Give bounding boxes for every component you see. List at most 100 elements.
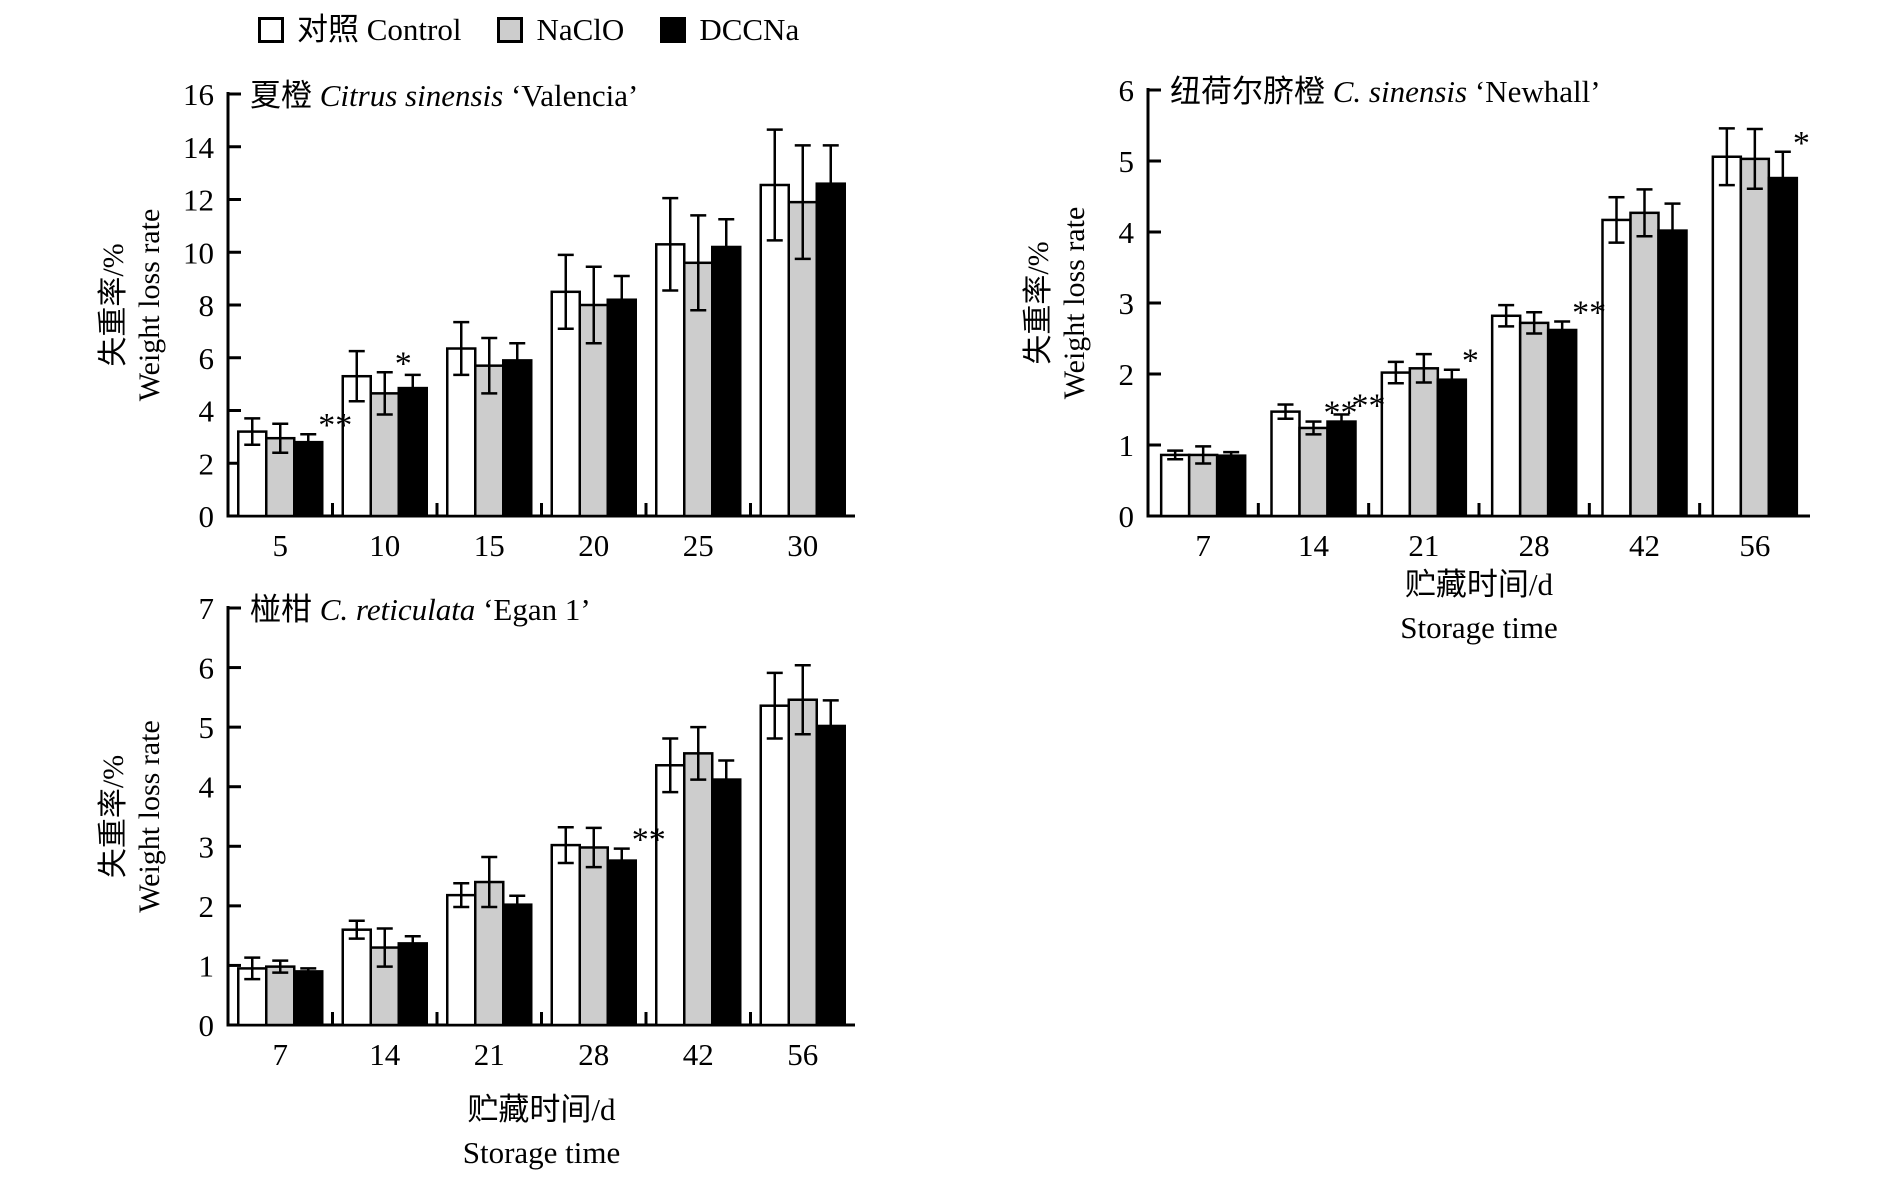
chart-title: 纽荷尔脐橙 C. sinensis ‘Newhall’ — [1170, 74, 1601, 109]
x-tick-label: 14 — [1298, 528, 1330, 563]
x-tick-label: 7 — [1195, 528, 1211, 563]
y-tick-label: 4 — [199, 770, 215, 805]
x-tick-label: 42 — [1629, 528, 1660, 563]
bar-dccna-7 — [1215, 454, 1247, 518]
bar-naclo-42 — [1629, 211, 1660, 518]
bar-dccna-56 — [815, 724, 846, 1027]
legend: 对照 Control NaClO DCCNa — [258, 14, 799, 45]
dccna-swatch-icon — [660, 16, 687, 43]
y-axis-label-zh: 失重率/% — [1022, 241, 1055, 364]
legend-label-control: 对照 Control — [297, 12, 462, 47]
bar-control-21 — [446, 893, 477, 1027]
bar-naclo-56 — [787, 698, 818, 1027]
bar-control-42 — [1601, 218, 1632, 518]
bar-dccna-20 — [606, 298, 637, 518]
y-tick-label: 2 — [199, 889, 215, 924]
bar-naclo-14 — [1298, 426, 1329, 518]
bar-naclo-21 — [1408, 367, 1440, 518]
y-axis-label-zh: 失重率/% — [97, 243, 130, 366]
y-tick-label: 0 — [199, 499, 215, 534]
bar-dccna-14 — [397, 942, 428, 1027]
significance-mark: ** — [632, 822, 666, 859]
x-tick-label: 21 — [1408, 528, 1439, 563]
y-tick-label: 2 — [199, 446, 215, 481]
y-tick-label: 6 — [199, 341, 215, 376]
x-caption-zh: 贮藏时间/d — [467, 1092, 616, 1127]
bar-control-56 — [1711, 155, 1743, 518]
chart-title: 椪柑 C. reticulata ‘Egan 1’ — [250, 592, 591, 627]
y-tick-label: 4 — [1119, 215, 1135, 250]
x-tick-label: 56 — [787, 1037, 818, 1072]
bar-control-42 — [655, 764, 686, 1027]
legend-item-dccna: DCCNa — [660, 14, 799, 45]
bar-naclo-28 — [1518, 321, 1550, 518]
bar-dccna-15 — [502, 359, 533, 518]
bar-dccna-7 — [293, 970, 324, 1027]
y-tick-label: 1 — [1119, 428, 1135, 463]
y-axis-label: 失重率/% Weight loss rate — [1022, 207, 1091, 400]
y-tick-label: 0 — [199, 1008, 215, 1043]
bar-dccna-56 — [1767, 176, 1799, 518]
x-tick-label: 30 — [787, 528, 818, 563]
y-axis-label: 失重率/% Weight loss rate — [97, 209, 166, 402]
legend-label-dccna: DCCNa — [699, 12, 800, 47]
x-tick-label: 15 — [474, 528, 505, 563]
significance-mark: * — [395, 345, 412, 382]
bar-dccna-10 — [397, 386, 428, 518]
bar-naclo-42 — [683, 752, 714, 1027]
y-tick-label: 8 — [199, 288, 215, 323]
bar-naclo-28 — [578, 846, 609, 1027]
y-tick-label: 0 — [1119, 499, 1135, 534]
y-tick-label: 5 — [1119, 144, 1135, 179]
bar-control-56 — [759, 704, 790, 1027]
significance-mark: ** — [1352, 387, 1386, 424]
y-axis-label-zh: 失重率/% — [97, 755, 130, 878]
significance-mark: ** — [1572, 294, 1606, 331]
chart-title: 夏橙 Citrus sinensis ‘Valencia’ — [250, 78, 638, 113]
x-tick-label: 20 — [578, 528, 609, 563]
x-tick-label: 14 — [369, 1037, 401, 1072]
bar-control-28 — [1490, 314, 1522, 518]
y-tick-label: 7 — [199, 591, 215, 626]
y-tick-label: 3 — [199, 829, 215, 864]
y-axis-label: 失重率/% Weight loss rate — [97, 720, 166, 913]
x-tick-label: 42 — [683, 1037, 714, 1072]
bar-control-14 — [341, 928, 372, 1027]
x-caption-zh: 贮藏时间/d — [1405, 567, 1554, 602]
bar-dccna-14 — [1326, 420, 1357, 518]
significance-mark: ** — [1324, 395, 1358, 432]
bar-dccna-42 — [711, 778, 742, 1027]
bar-dccna-28 — [1546, 328, 1578, 518]
x-tick-label: 5 — [273, 528, 289, 563]
y-axis-label-en: Weight loss rate — [1058, 207, 1091, 400]
control-swatch-icon — [258, 16, 284, 43]
bar-control-28 — [550, 843, 581, 1027]
x-caption-en: Storage time — [463, 1135, 621, 1170]
y-tick-label: 6 — [199, 651, 215, 686]
legend-item-naclo: NaClO — [497, 14, 624, 45]
y-tick-label: 5 — [199, 710, 215, 745]
significance-mark: * — [1793, 125, 1810, 162]
y-tick-label: 3 — [1119, 286, 1135, 321]
bar-dccna-21 — [1436, 378, 1468, 518]
x-tick-label: 21 — [474, 1037, 505, 1072]
legend-label-naclo: NaClO — [536, 12, 625, 47]
naclo-swatch-icon — [497, 16, 524, 43]
y-tick-label: 10 — [183, 235, 214, 270]
legend-item-control: 对照 Control — [258, 14, 461, 45]
bar-control-14 — [1270, 410, 1301, 518]
significance-mark: * — [1462, 343, 1479, 380]
bar-naclo-21 — [474, 880, 505, 1027]
bar-dccna-42 — [1657, 229, 1688, 518]
bar-dccna-30 — [815, 182, 846, 518]
bar-dccna-28 — [606, 859, 637, 1027]
bar-dccna-25 — [711, 245, 742, 518]
y-axis-label-en: Weight loss rate — [133, 720, 166, 913]
x-tick-label: 56 — [1739, 528, 1770, 563]
significance-mark: ** — [318, 407, 352, 444]
y-tick-label: 16 — [183, 77, 214, 112]
bar-naclo-7 — [265, 965, 296, 1027]
